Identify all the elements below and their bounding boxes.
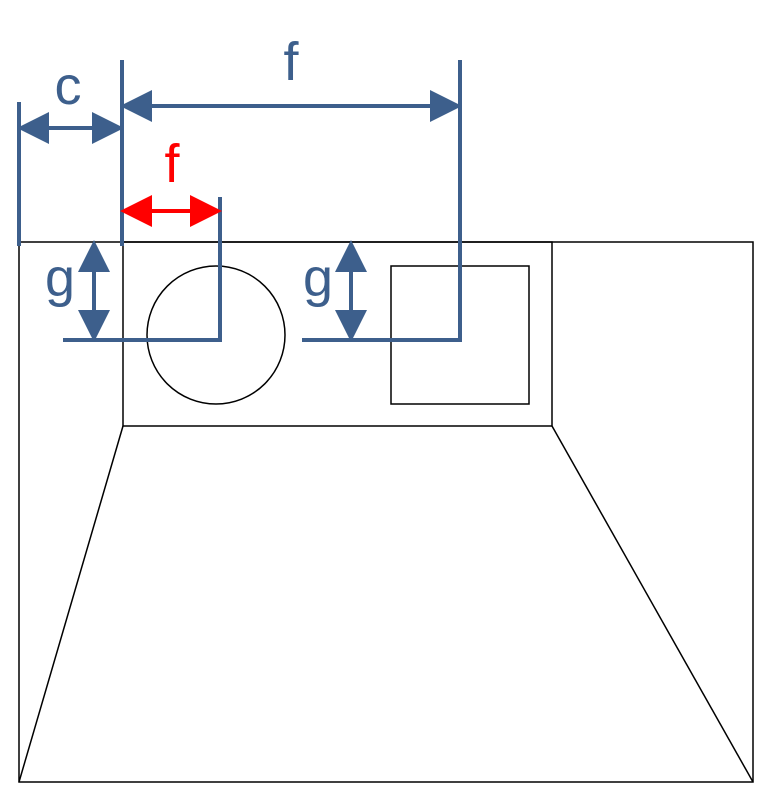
label-c: c (55, 56, 82, 116)
label-f-inner: f (164, 134, 180, 194)
outer-frame (18, 241, 754, 783)
outline-drawing (18, 241, 754, 783)
label-g-right: g (303, 248, 333, 308)
left-perspective-edge (18, 425, 124, 783)
dimension-lines (17, 60, 462, 342)
label-f-top: f (283, 32, 299, 92)
right-perspective-edge (551, 425, 754, 783)
circle-cutout (146, 265, 286, 405)
label-g-left: g (45, 248, 75, 308)
